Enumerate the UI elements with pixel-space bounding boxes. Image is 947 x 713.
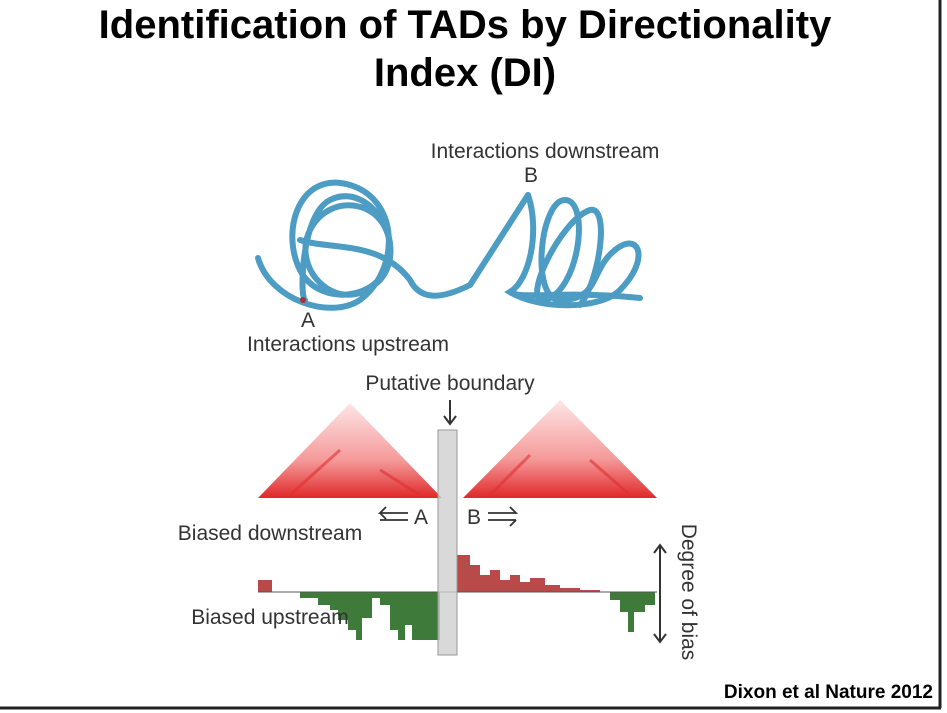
heatmap-b: B — [467, 506, 481, 529]
label-biased-downstream: Biased downstream — [178, 522, 362, 545]
label-degree-of-bias: Degree of bias — [677, 524, 700, 661]
bias-arrow — [653, 543, 667, 644]
point-a-dot — [300, 297, 306, 303]
label-upstream: Interactions upstream — [247, 333, 449, 356]
label-b: B — [524, 164, 538, 187]
di-bars-up-left — [258, 580, 272, 592]
label-downstream: Interactions downstream — [431, 140, 660, 163]
citation: Dixon et al Nature 2012 — [724, 682, 933, 703]
slide-title: Identification of TADs by Directionality… — [99, 3, 832, 95]
chromatin-fiber — [255, 179, 643, 311]
label-biased-upstream: Biased upstream — [191, 606, 349, 629]
boundary-band — [437, 429, 458, 656]
heatmap-tad-left — [258, 403, 442, 498]
di-bars-up-right — [457, 555, 600, 592]
arrow-right — [488, 506, 519, 527]
label-a: A — [301, 309, 315, 332]
heatmap-a: A — [414, 506, 428, 529]
heatmap-texture — [288, 448, 631, 497]
di-bars-down-right — [600, 592, 655, 632]
arrow-left — [377, 506, 408, 521]
boundary-label: Putative boundary — [365, 372, 535, 395]
di-bars-down-left — [285, 592, 440, 640]
boundary-arrow — [443, 400, 457, 426]
